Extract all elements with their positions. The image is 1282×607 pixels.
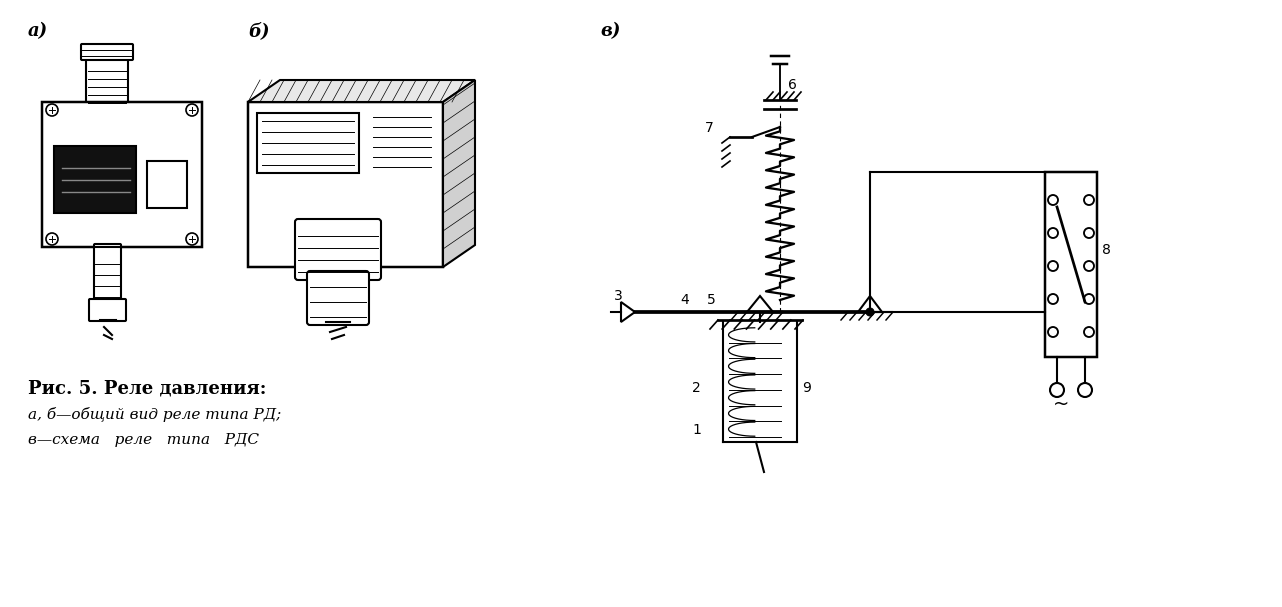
- FancyBboxPatch shape: [94, 244, 121, 303]
- Text: ~: ~: [1053, 395, 1069, 414]
- Text: 2: 2: [692, 381, 701, 395]
- Text: а): а): [28, 22, 49, 40]
- FancyBboxPatch shape: [306, 271, 369, 325]
- Polygon shape: [747, 296, 773, 312]
- Polygon shape: [444, 80, 476, 267]
- Text: 4: 4: [679, 293, 688, 307]
- Text: в): в): [600, 22, 620, 40]
- FancyBboxPatch shape: [42, 102, 203, 247]
- FancyBboxPatch shape: [295, 219, 381, 280]
- FancyBboxPatch shape: [88, 299, 126, 321]
- Text: 9: 9: [803, 381, 812, 395]
- Text: б): б): [247, 22, 269, 40]
- Text: 7: 7: [705, 121, 714, 135]
- FancyBboxPatch shape: [54, 146, 136, 213]
- Text: 1: 1: [692, 423, 701, 437]
- FancyBboxPatch shape: [256, 113, 359, 173]
- FancyBboxPatch shape: [1045, 172, 1097, 357]
- Text: 8: 8: [1103, 243, 1111, 257]
- Text: 6: 6: [788, 78, 797, 92]
- Text: 3: 3: [614, 289, 623, 303]
- FancyBboxPatch shape: [81, 44, 133, 60]
- Text: 5: 5: [706, 293, 715, 307]
- Circle shape: [867, 308, 874, 316]
- Polygon shape: [858, 296, 882, 312]
- FancyBboxPatch shape: [147, 161, 187, 208]
- Text: Рис. 5. Реле давления:: Рис. 5. Реле давления:: [28, 379, 267, 397]
- FancyBboxPatch shape: [86, 55, 128, 109]
- Polygon shape: [247, 80, 476, 102]
- Text: а, б—общий вид реле типа РД;: а, б—общий вид реле типа РД;: [28, 407, 281, 422]
- FancyBboxPatch shape: [247, 102, 444, 267]
- Text: в—схема   реле   типа   РДС: в—схема реле типа РДС: [28, 433, 259, 447]
- Polygon shape: [620, 302, 635, 322]
